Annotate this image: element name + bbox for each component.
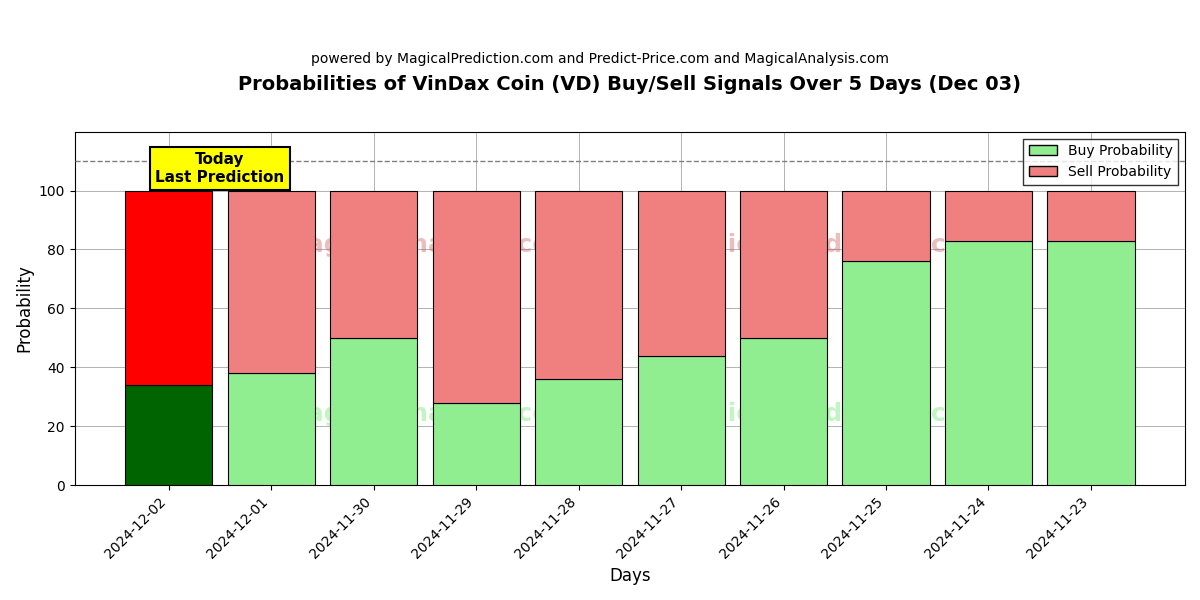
Bar	[432, 403, 520, 485]
Bar	[740, 191, 827, 338]
X-axis label: Days: Days	[610, 567, 650, 585]
Title: Probabilities of VinDax Coin (VD) Buy/Sell Signals Over 5 Days (Dec 03): Probabilities of VinDax Coin (VD) Buy/Se…	[239, 75, 1021, 94]
Text: powered by MagicalPrediction.com and Predict-Price.com and MagicalAnalysis.com: powered by MagicalPrediction.com and Pre…	[311, 52, 889, 66]
Bar	[944, 191, 1032, 241]
Bar	[535, 379, 622, 485]
Text: MagicalAnalysis.com: MagicalAnalysis.com	[283, 403, 577, 427]
Bar	[432, 191, 520, 403]
Bar	[1048, 241, 1134, 485]
Text: MagicalPrediction.com: MagicalPrediction.com	[670, 403, 990, 427]
Bar	[637, 356, 725, 485]
Bar	[330, 191, 418, 338]
Bar	[228, 191, 314, 373]
Bar	[740, 338, 827, 485]
Bar	[228, 373, 314, 485]
Bar	[637, 191, 725, 356]
Bar	[842, 191, 930, 261]
Bar	[842, 261, 930, 485]
Legend: Buy Probability, Sell Probability: Buy Probability, Sell Probability	[1024, 139, 1178, 185]
Bar	[535, 191, 622, 379]
Text: MagicalPrediction.com: MagicalPrediction.com	[670, 233, 990, 257]
Bar	[944, 241, 1032, 485]
Bar	[125, 385, 212, 485]
Y-axis label: Probability: Probability	[16, 265, 34, 352]
Text: Today
Last Prediction: Today Last Prediction	[155, 152, 284, 185]
Bar	[330, 338, 418, 485]
Text: MagicalAnalysis.com: MagicalAnalysis.com	[283, 233, 577, 257]
Bar	[1048, 191, 1134, 241]
Bar	[125, 191, 212, 385]
